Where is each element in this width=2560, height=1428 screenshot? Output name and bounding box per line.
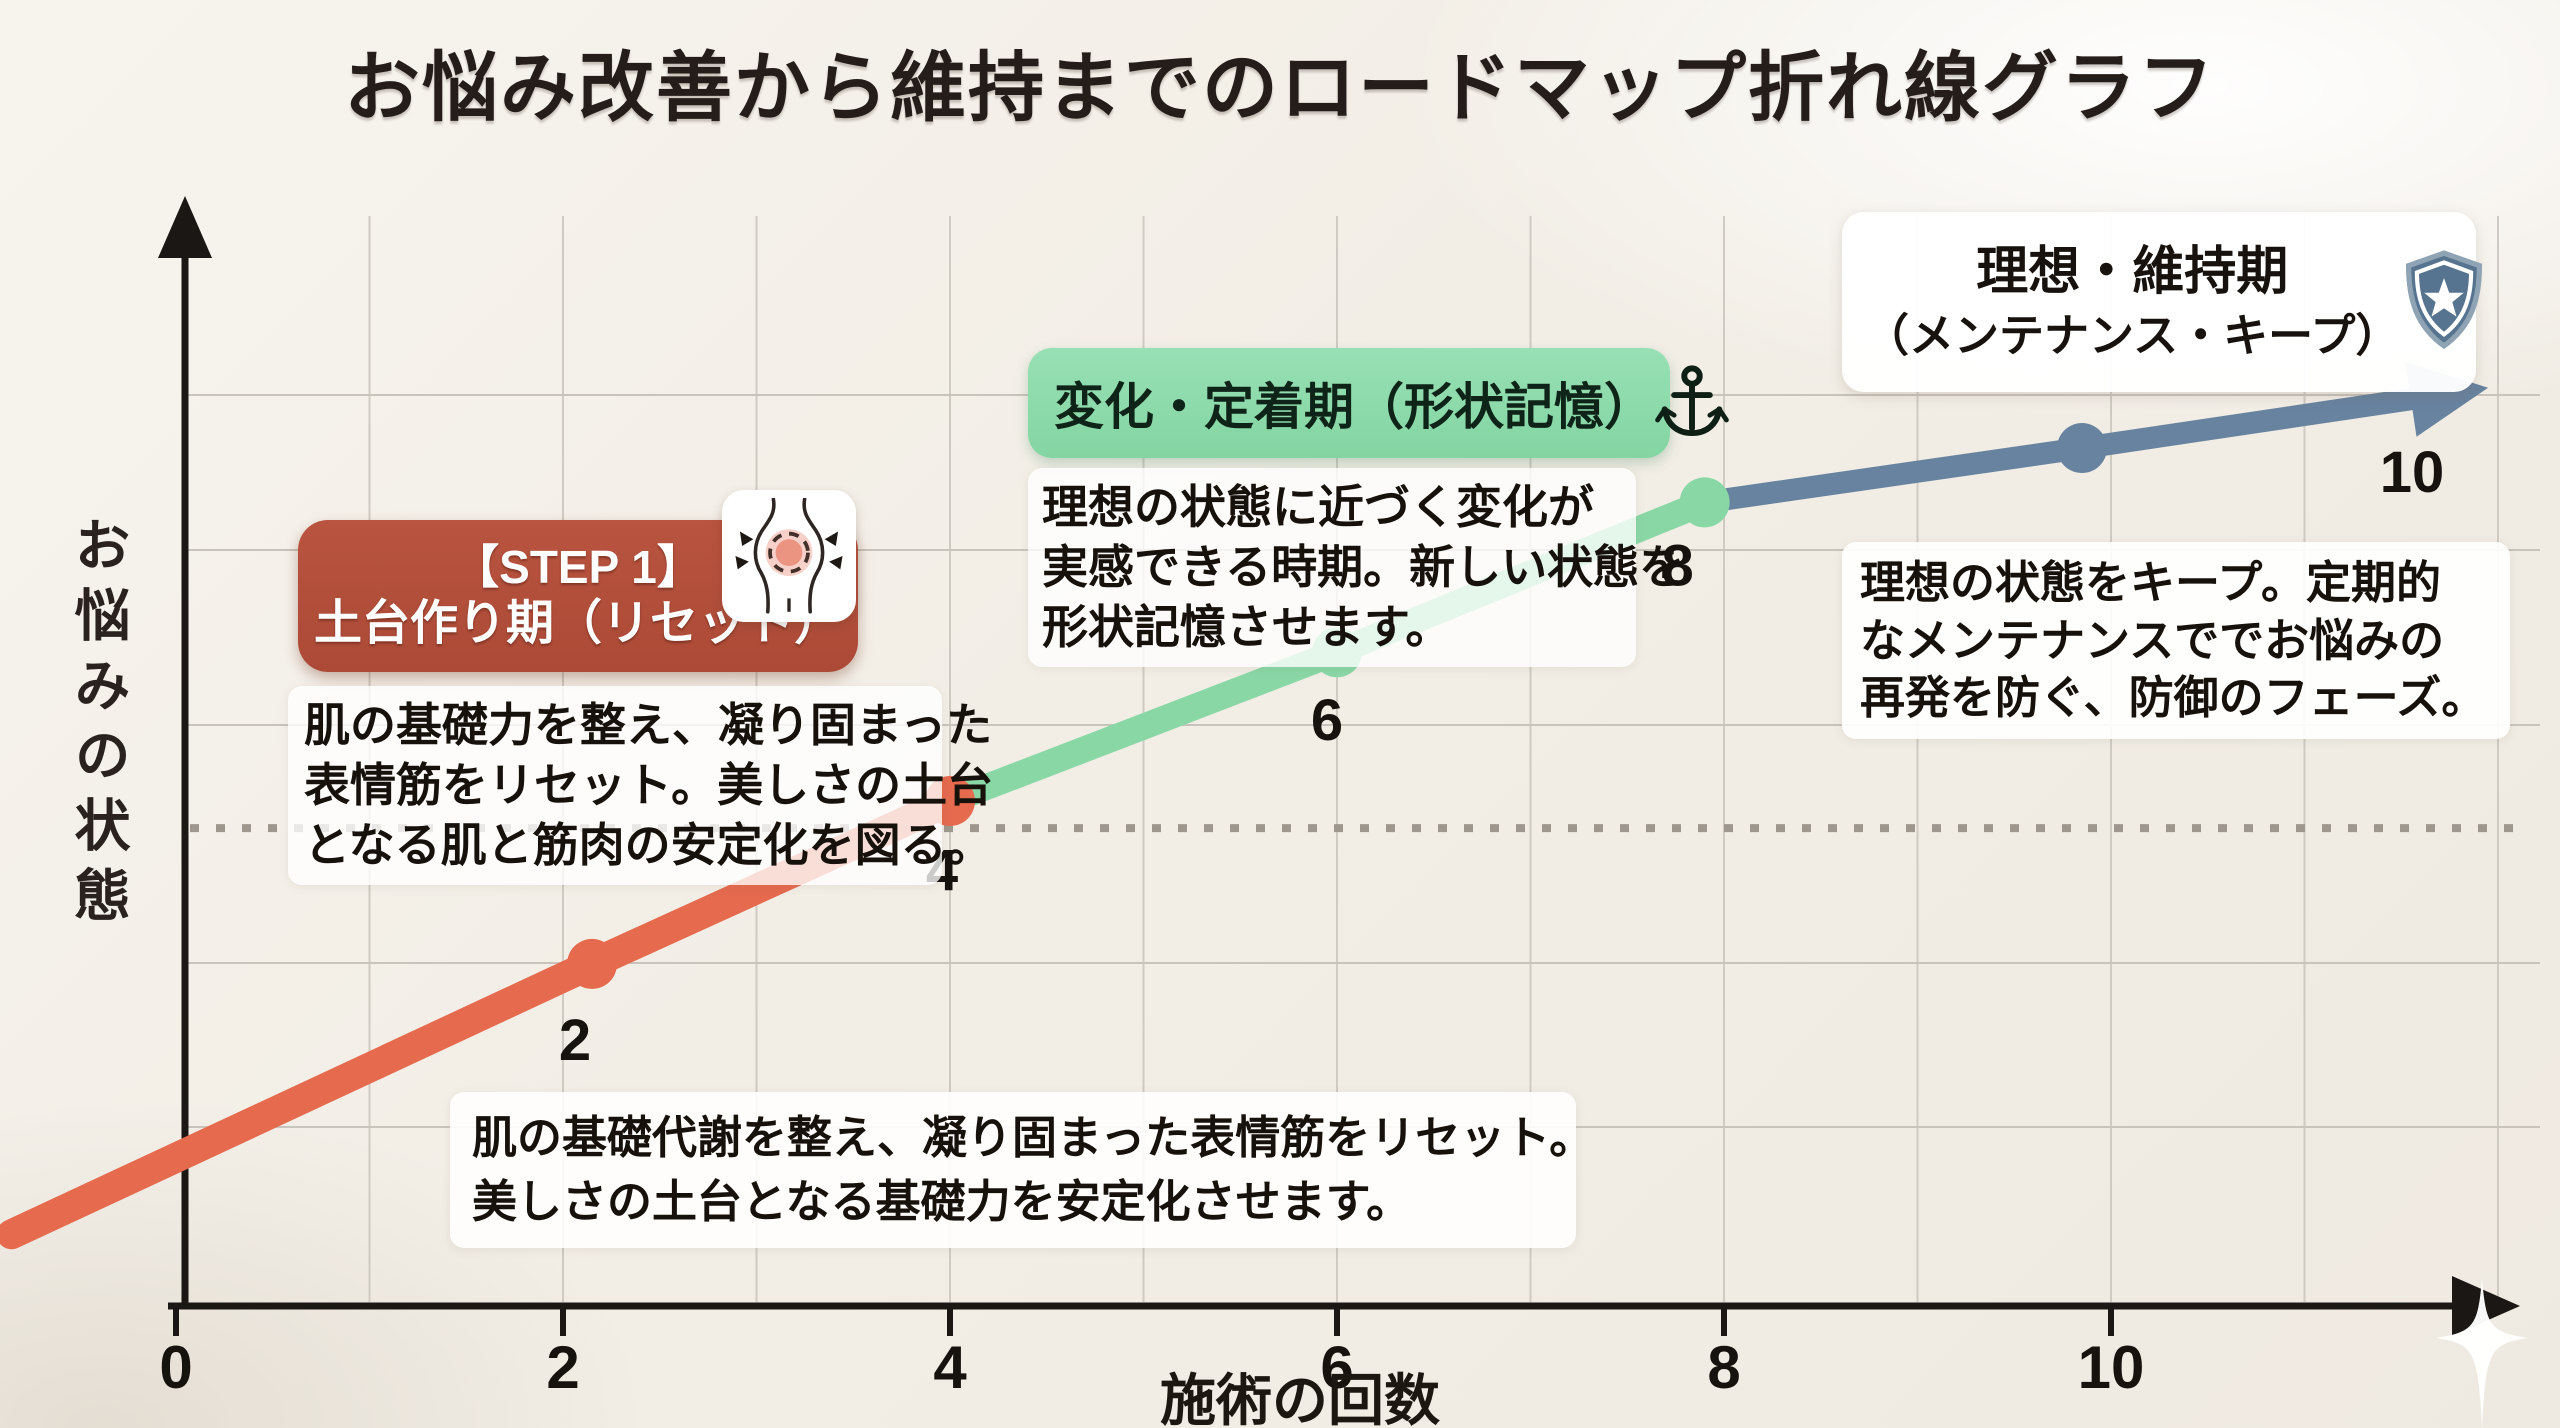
x-tick-label: 8 [1707, 1334, 1740, 1401]
phase3-heading-line2: （メンテナンス・キープ） [1864, 309, 2401, 361]
x-tick-label: 10 [2078, 1334, 2145, 1401]
data-point [1679, 477, 1730, 528]
phase1-desc-line: 肌の基礎力を整え、凝り固まった [304, 699, 993, 751]
x-tick-label: 6 [1320, 1334, 1353, 1401]
phase3-desc-line: なメンテナンスででお悩みの [1860, 614, 2445, 666]
x-axis-label: 施術の回数 [1160, 1369, 1440, 1428]
data-point-label: 6 [1311, 688, 1343, 753]
bottom-note-line: 肌の基礎代謝を整え、凝り固まった表情筋をリセット。 [472, 1112, 1595, 1163]
x-tick-label: 2 [546, 1334, 579, 1401]
anchor-icon [1654, 363, 1730, 444]
phase1-heading-line1: 【STEP 1】 [453, 540, 703, 593]
phase1-description: 肌の基礎力を整え、凝り固まった 表情筋をリセット。美しさの土台 となる肌と筋肉の… [288, 686, 994, 886]
phase2-description: 理想の状態に近づく変化が 実感できる時期。新しい状態を 形状記憶させます。 [1028, 468, 1686, 668]
phase2-desc-line: 形状記憶させます。 [1042, 600, 1452, 653]
x-tick-label: 0 [159, 1334, 192, 1401]
phase2-desc-line: 理想の状態に近づく変化が [1042, 481, 1594, 533]
data-point [2056, 423, 2107, 474]
phase3-heading: 理想・維持期 （メンテナンス・キープ） [1864, 239, 2400, 365]
phase2-desc-line: 実感できる時期。新しい状態を [1042, 540, 1686, 593]
shield-star-icon [2400, 249, 2488, 355]
phase3-description: 理想の状態をキープ。定期的 なメンテナンスででお悩みの 再発を防ぐ、防御のフェー… [1842, 542, 2510, 739]
data-point-label: 10 [2380, 440, 2445, 505]
y-axis-label: お悩みの状態 [67, 516, 130, 936]
torso-reset-icon [722, 490, 856, 622]
phase1-desc-line: 表情筋をリセット。美しさの土台 [304, 758, 994, 811]
page-title: お悩み改善から維持までのロードマップ折れ線グラフ [344, 46, 2216, 131]
phase3-heading-line1: 理想・維持期 [1976, 242, 2289, 301]
phase3-desc-line: 理想の状態をキープ。定期的 [1860, 557, 2441, 608]
y-axis-arrowhead [158, 196, 212, 258]
bottom-note-line: 美しさの土台となる基礎力を安定化させます。 [472, 1175, 1412, 1227]
x-tick-label: 4 [933, 1334, 967, 1401]
data-point-label: 8 [1662, 533, 1694, 598]
phase1-desc-line: となる肌と筋肉の安定化を図る。 [304, 818, 993, 871]
x-axis-arrowhead [2452, 1276, 2520, 1336]
phase3-badge: 理想・維持期 （メンテナンス・キープ） [1842, 212, 2483, 392]
sparkle-icon [2428, 1278, 2536, 1428]
data-point [567, 938, 618, 989]
data-point-label: 2 [559, 1008, 591, 1073]
phase2-heading: 変化・定着期（形状記憶） [1054, 379, 1654, 435]
phase3-desc-line: 再発を防ぐ、防御のフェーズ。 [1860, 672, 2487, 724]
phase2-badge: 変化・定着期（形状記憶） [1028, 348, 1729, 458]
bottom-note: 肌の基礎代謝を整え、凝り固まった表情筋をリセット。 美しさの土台となる基礎力を安… [450, 1092, 1595, 1248]
